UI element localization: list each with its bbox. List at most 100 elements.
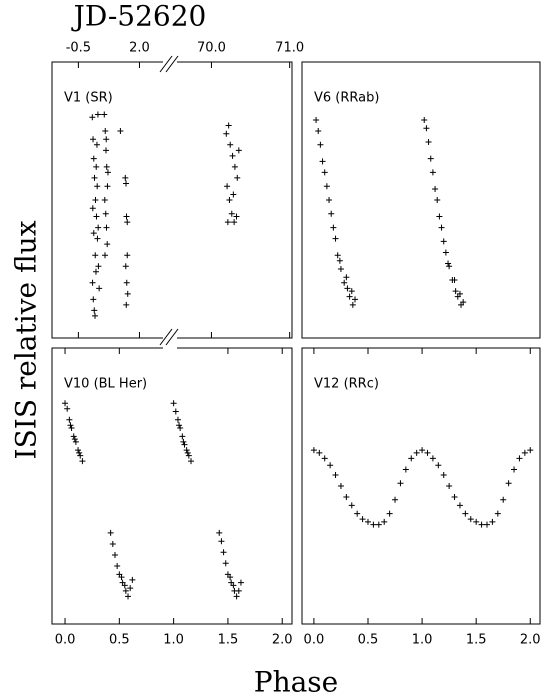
- data-point: [359, 516, 366, 523]
- data-point: [95, 224, 102, 231]
- data-point: [101, 197, 108, 203]
- data-point: [313, 116, 320, 123]
- data-point: [92, 252, 99, 259]
- data-point: [423, 125, 430, 132]
- data-point: [118, 574, 125, 581]
- points: [62, 400, 244, 600]
- data-point: [185, 452, 192, 459]
- data-point: [225, 122, 232, 129]
- data-point: [327, 462, 334, 469]
- data-point: [337, 483, 344, 489]
- panel-title: V6 (RRab): [314, 91, 379, 106]
- data-point: [446, 263, 453, 270]
- data-point: [102, 210, 109, 217]
- data-point: [456, 290, 463, 297]
- data-point: [181, 441, 188, 448]
- data-point: [93, 213, 100, 220]
- data-point: [227, 574, 234, 581]
- data-point: [516, 455, 523, 462]
- data-point: [111, 552, 118, 558]
- data-point: [344, 285, 351, 292]
- data-point: [104, 183, 111, 190]
- data-point: [90, 230, 97, 237]
- data-point: [216, 529, 223, 536]
- data-point: [184, 449, 191, 456]
- panel-frame: [301, 61, 541, 339]
- data-point: [310, 447, 317, 454]
- data-point: [343, 494, 350, 501]
- points: [310, 447, 534, 528]
- data-point: [440, 471, 447, 478]
- data-point: [123, 180, 130, 187]
- data-point: [104, 241, 111, 248]
- data-point: [334, 252, 341, 259]
- data-point: [76, 449, 83, 456]
- data-point: [429, 455, 436, 462]
- x-axis-title: JD-52620: [71, 0, 207, 33]
- data-point: [341, 279, 348, 286]
- data-point: [94, 183, 101, 190]
- data-point: [343, 274, 350, 281]
- data-point: [349, 301, 356, 308]
- data-point: [435, 462, 442, 469]
- data-point: [483, 521, 490, 528]
- data-point: [122, 174, 129, 181]
- data-point: [179, 433, 186, 440]
- data-point: [218, 538, 225, 545]
- data-point: [315, 128, 322, 134]
- data-point: [66, 416, 73, 423]
- data-point: [90, 155, 97, 162]
- data-point: [434, 197, 441, 203]
- axis-break: [159, 55, 179, 354]
- data-point: [352, 296, 359, 303]
- data-point: [67, 422, 74, 429]
- data-point: [330, 224, 337, 231]
- data-point: [427, 155, 434, 162]
- data-point: [375, 521, 382, 528]
- data-point: [68, 425, 75, 432]
- data-point: [321, 169, 328, 176]
- data-point: [109, 540, 116, 547]
- data-point: [436, 213, 443, 220]
- data-point: [451, 494, 458, 501]
- data-point: [220, 549, 227, 556]
- data-point: [92, 268, 99, 275]
- data-point: [127, 585, 134, 592]
- data-point: [180, 438, 187, 445]
- data-point: [90, 136, 97, 143]
- data-point: [224, 183, 231, 190]
- data-point: [478, 521, 485, 528]
- data-point: [323, 183, 330, 190]
- data-point: [233, 593, 240, 600]
- x-tick-label: 1.5: [466, 633, 487, 648]
- data-point: [413, 449, 420, 456]
- data-point: [421, 116, 428, 123]
- data-point: [125, 593, 132, 600]
- data-point: [124, 290, 131, 297]
- data-point: [226, 197, 233, 203]
- data-point: [473, 518, 480, 525]
- data-point: [75, 447, 82, 454]
- data-point: [425, 139, 432, 146]
- data-point: [70, 433, 77, 440]
- data-point: [91, 174, 98, 181]
- data-point: [234, 174, 241, 181]
- data-point: [326, 197, 333, 203]
- points: [313, 116, 467, 308]
- data-point: [319, 158, 326, 165]
- data-point: [102, 252, 109, 259]
- panel-title: V1 (SR): [64, 91, 113, 106]
- data-point: [124, 252, 131, 259]
- data-point: [72, 438, 79, 445]
- data-point: [460, 299, 467, 306]
- data-point: [348, 288, 355, 295]
- data-point: [231, 219, 238, 226]
- data-point: [91, 307, 98, 314]
- data-point: [456, 502, 463, 509]
- data-point: [172, 408, 179, 415]
- data-point: [494, 510, 501, 517]
- data-point: [89, 114, 96, 121]
- data-point: [336, 257, 343, 264]
- data-point: [332, 471, 339, 478]
- data-point: [505, 480, 512, 487]
